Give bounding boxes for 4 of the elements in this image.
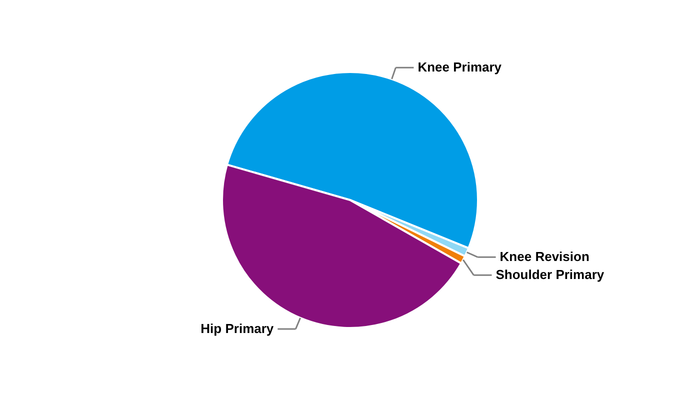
- slice-label: Knee Revision: [500, 249, 590, 264]
- slice-label: Shoulder Primary: [496, 267, 605, 282]
- slice-label: Knee Primary: [418, 60, 502, 75]
- slice-label: Hip Primary: [200, 321, 274, 336]
